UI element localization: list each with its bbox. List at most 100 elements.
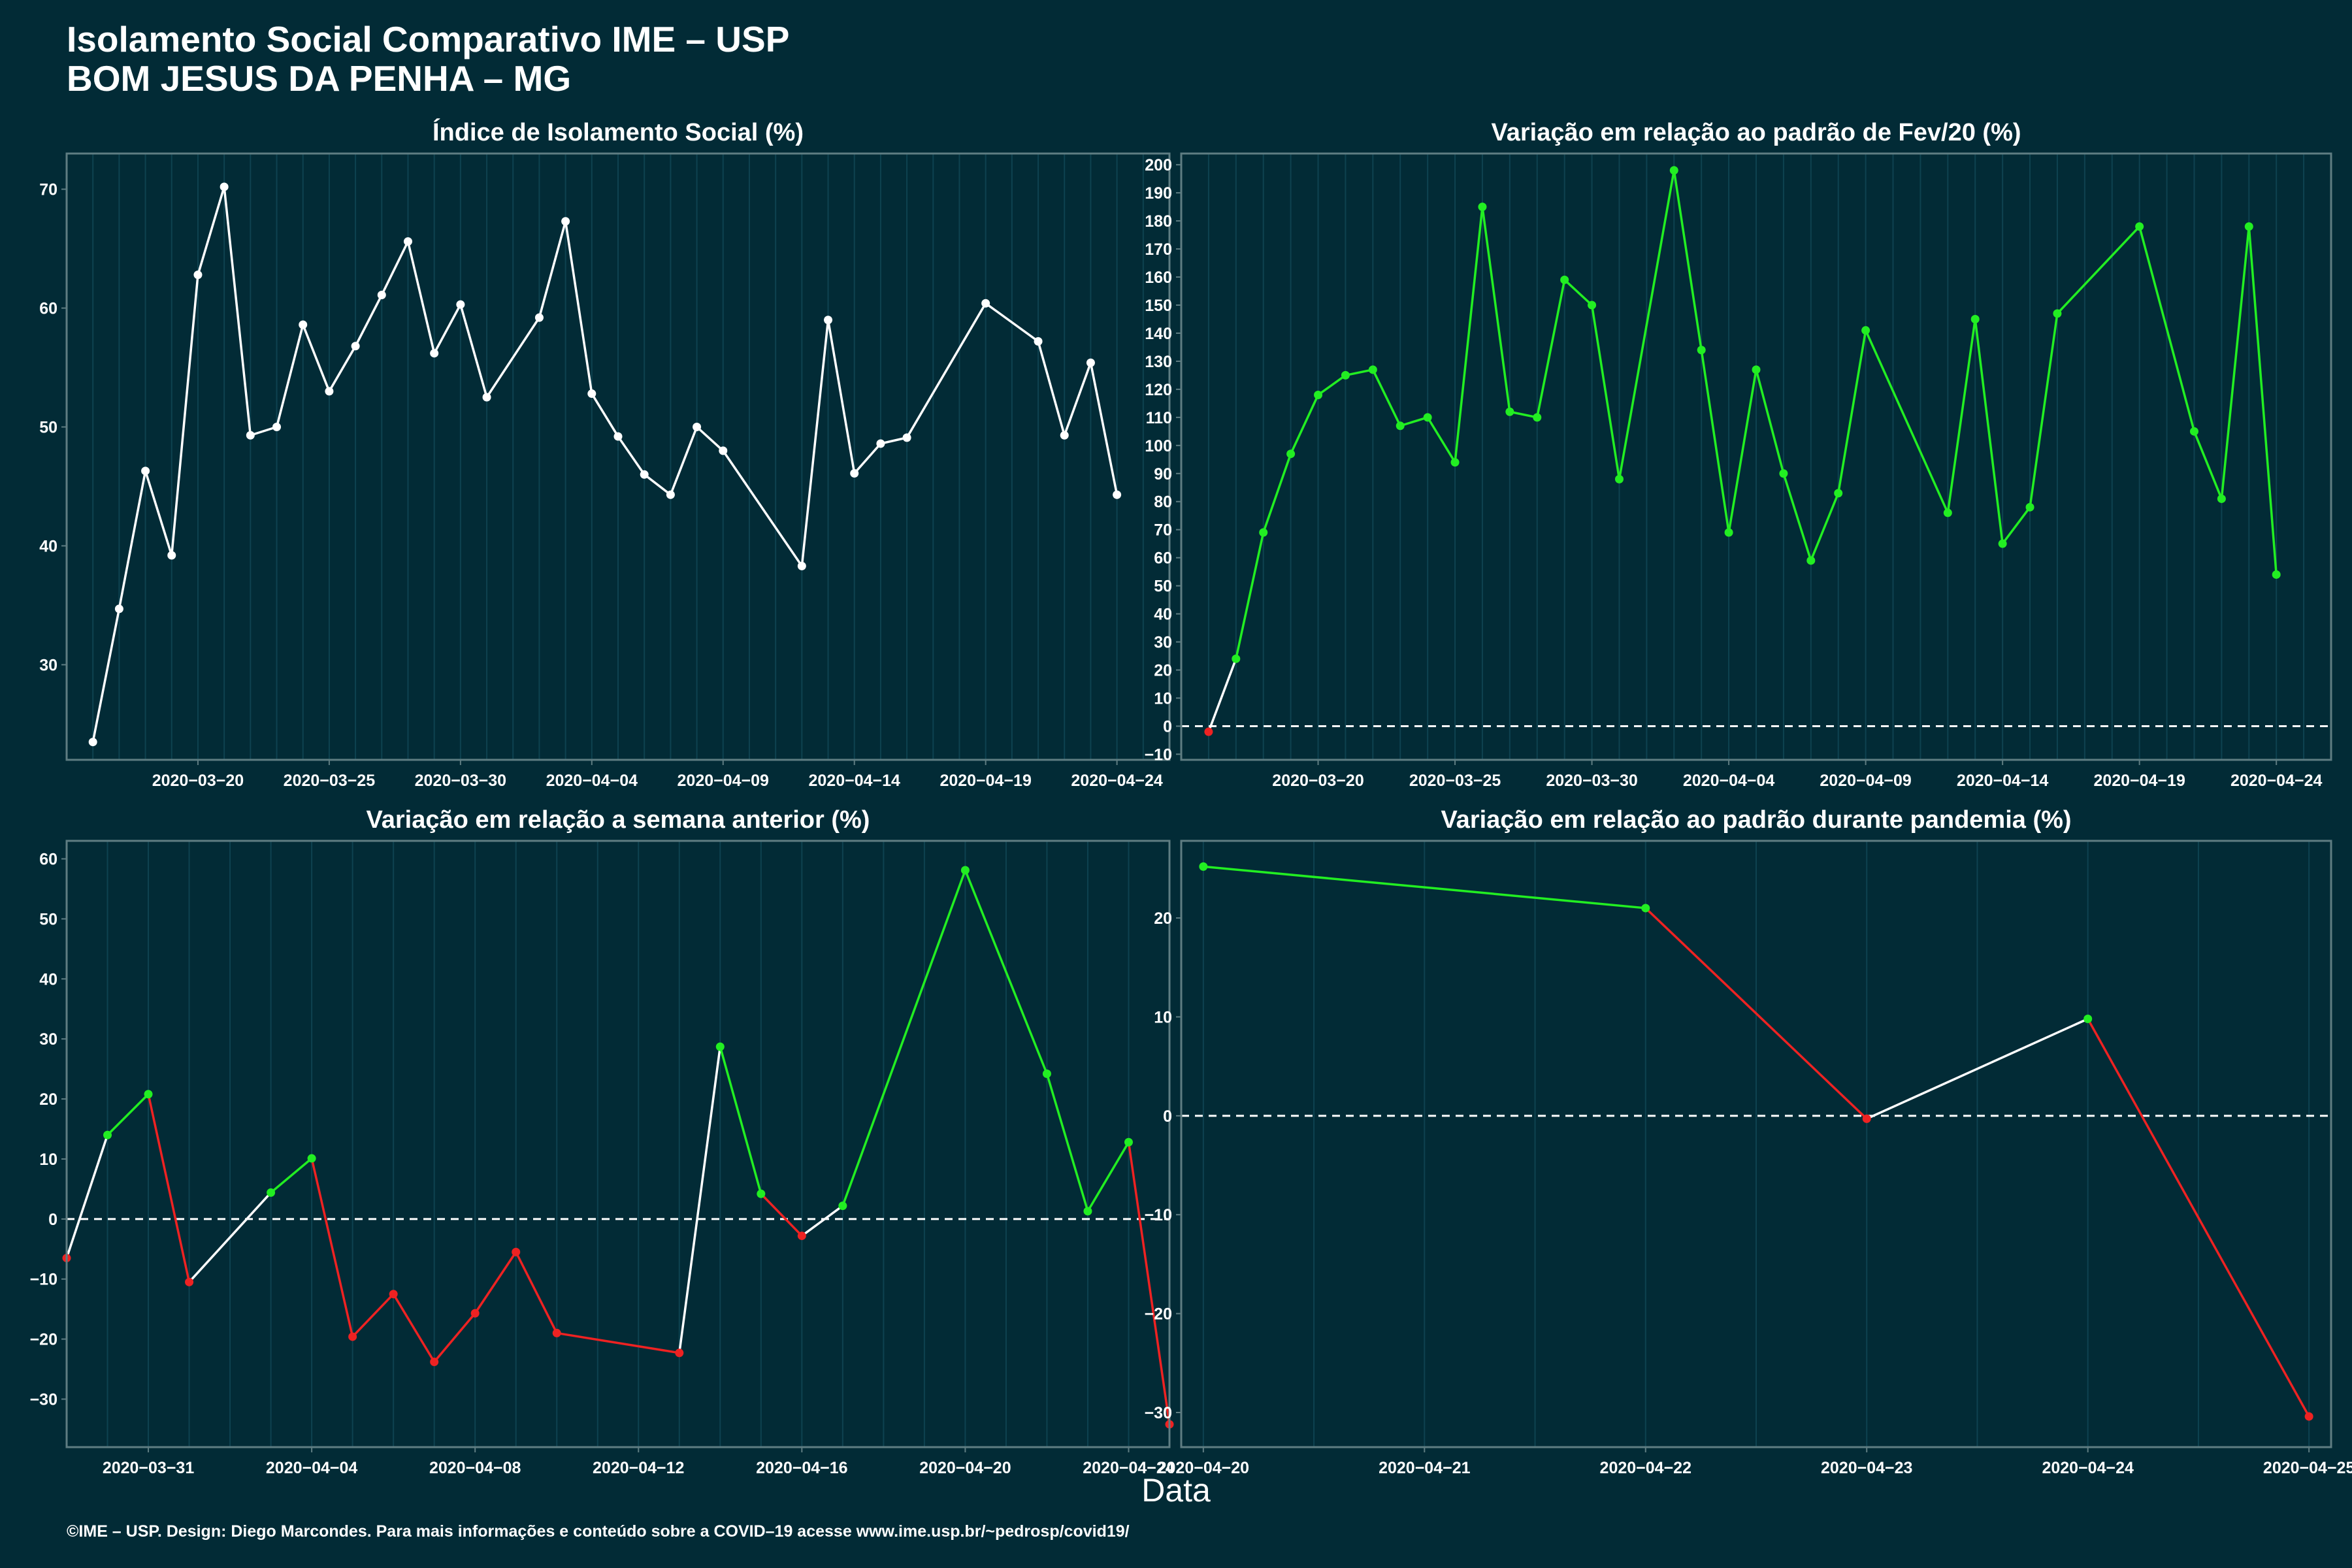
series-segment <box>964 870 1049 1075</box>
data-point <box>307 1154 316 1163</box>
x-tick-label: 2020−04−08 <box>429 1459 521 1477</box>
data-point <box>981 299 990 308</box>
data-point <box>2217 494 2226 503</box>
series-segment <box>1837 330 1867 494</box>
series-segment <box>556 1331 680 1354</box>
data-point <box>1199 862 1208 871</box>
x-tick-label: 2020−04−14 <box>1957 772 2049 790</box>
series-segment <box>1700 350 1730 533</box>
series-segment <box>65 1134 109 1259</box>
footer-credit: ©IME – USP. Design: Diego Marcondes. Par… <box>67 1522 1130 1541</box>
x-tick-label: 2020−03−31 <box>103 1459 195 1477</box>
series-segment <box>144 470 173 556</box>
series-segment <box>564 221 593 394</box>
series-segment <box>1727 369 1757 533</box>
x-tick-label: 2020−04−20 <box>919 1459 1011 1477</box>
data-point <box>960 866 970 875</box>
data-point <box>1396 421 1405 431</box>
y-tick-label: 10 <box>39 1151 57 1169</box>
series-segment <box>433 1312 476 1363</box>
y-tick-label: 10 <box>1154 689 1172 708</box>
series-segment <box>354 294 383 347</box>
data-point <box>348 1332 357 1341</box>
y-tick-label: 20 <box>1154 662 1172 680</box>
data-point <box>2135 222 2144 231</box>
x-tick-label: 2020−04−21 <box>1379 1459 1471 1477</box>
data-point <box>675 1348 684 1358</box>
series-segment <box>801 1205 843 1237</box>
data-point <box>640 470 649 479</box>
series-segment <box>1618 170 1676 480</box>
series-segment <box>2193 431 2223 500</box>
data-point <box>430 1358 439 1367</box>
series-segment <box>669 426 698 495</box>
series-segment <box>853 442 882 474</box>
data-point <box>797 561 806 570</box>
data-point <box>2189 427 2198 436</box>
series-segment <box>841 870 967 1207</box>
chart-panel-2: Variação em relação ao padrão de Fev/20 … <box>1145 119 2332 790</box>
x-tick-label: 2020−04−09 <box>678 772 769 790</box>
x-tick-label: 2020−04−16 <box>756 1459 847 1477</box>
data-point <box>2272 570 2281 579</box>
y-tick-label: −30 <box>30 1390 57 1409</box>
series-segment <box>1536 279 1566 418</box>
series-segment <box>197 186 225 276</box>
data-point <box>1834 489 1843 498</box>
series-segment <box>474 1251 517 1315</box>
series-segment <box>392 1293 436 1363</box>
series-segment <box>1235 532 1265 659</box>
series-segment <box>1481 206 1511 412</box>
x-tick-label: 2020−04−14 <box>808 772 900 790</box>
y-tick-label: 150 <box>1145 297 1172 315</box>
x-tick-label: 2020−03−30 <box>415 772 506 790</box>
data-point <box>103 1130 112 1139</box>
series-segment <box>1865 329 1949 514</box>
y-tick-label: 30 <box>39 1030 57 1049</box>
y-tick-label: 40 <box>1154 606 1172 624</box>
series-segment <box>1810 493 1840 561</box>
series-segment <box>2056 225 2140 315</box>
series-segment <box>1317 374 1347 396</box>
data-point <box>902 433 911 442</box>
y-tick-label: 90 <box>1154 465 1172 483</box>
series-segment <box>1644 907 1868 1120</box>
series-segment <box>302 324 331 392</box>
series-segment <box>1207 658 1237 732</box>
page-title: Isolamento Social Comparativo IME – USP <box>67 19 790 59</box>
data-point <box>377 291 386 300</box>
data-point <box>1034 336 1043 346</box>
y-tick-label: 130 <box>1145 353 1172 371</box>
y-tick-label: 140 <box>1145 325 1172 343</box>
series-segment <box>1782 473 1812 561</box>
series-segment <box>760 1193 803 1237</box>
panel-border <box>65 152 1171 761</box>
series-segment <box>880 436 907 445</box>
data-point <box>613 432 623 441</box>
series-segment <box>2029 313 2059 508</box>
y-tick-label: 0 <box>48 1211 57 1229</box>
y-tick-label: 30 <box>39 656 57 674</box>
series-segment <box>188 1192 272 1283</box>
data-point <box>1204 727 1213 736</box>
x-tick-label: 2020−04−04 <box>1683 772 1775 790</box>
data-point <box>876 439 885 448</box>
series-segment <box>270 1157 313 1194</box>
data-point <box>1970 314 1980 323</box>
data-point <box>299 320 308 329</box>
y-tick-label: 200 <box>1145 156 1172 174</box>
data-point <box>824 316 833 325</box>
data-point <box>1862 1114 1871 1123</box>
x-tick-label: 2020−04−12 <box>593 1459 684 1477</box>
data-point <box>1998 539 2007 548</box>
series-segment <box>826 319 856 474</box>
series-segment <box>1203 865 1646 909</box>
chart-title: Variação em relação a semana anterior (%… <box>367 806 870 834</box>
series-segment <box>275 324 304 427</box>
y-tick-label: −20 <box>1145 1305 1172 1324</box>
y-tick-label: 10 <box>1154 1008 1172 1026</box>
data-point <box>715 1042 725 1051</box>
data-point <box>2053 309 2062 318</box>
series-segment <box>1563 279 1593 306</box>
series-segment <box>1590 304 1621 480</box>
